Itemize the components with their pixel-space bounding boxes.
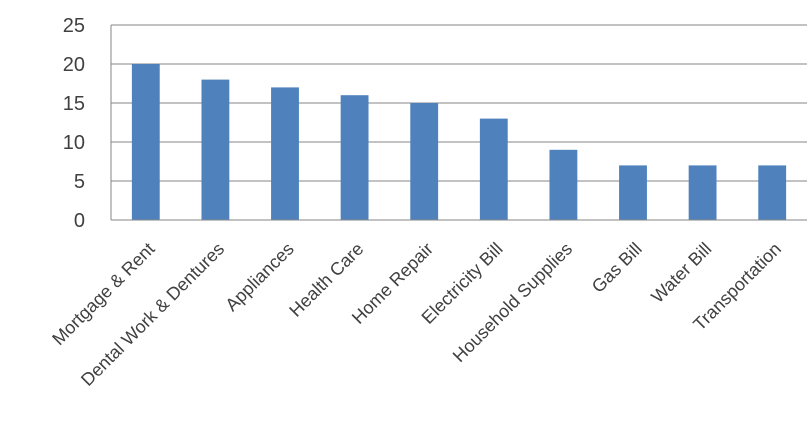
bar-8: [688, 165, 717, 220]
bar-9: [758, 165, 787, 220]
bar-3: [340, 95, 369, 220]
category-label: Gas Bill: [588, 239, 646, 297]
bar-7: [619, 165, 647, 220]
y-tick-label: 0: [74, 210, 85, 232]
y-tick-label: 25: [63, 15, 85, 37]
category-label: Water Bill: [647, 239, 715, 307]
y-tick-label: 5: [74, 171, 85, 193]
bar-2: [271, 87, 299, 221]
category-label: Household Supplies: [449, 239, 576, 366]
bar-5: [479, 118, 508, 220]
bar-4: [410, 103, 439, 220]
category-label: Appliances: [221, 239, 297, 315]
axes: [110, 25, 807, 221]
bar-6: [549, 149, 578, 220]
bar-0: [131, 64, 160, 220]
y-tick-label: 20: [63, 54, 85, 76]
y-tick-label: 15: [63, 93, 85, 115]
y-tick-labels: 0 5 10 15 20 25: [63, 15, 85, 232]
bars: [131, 64, 787, 221]
y-tick-label: 10: [63, 132, 85, 154]
category-label: Dental Work & Dentures: [77, 239, 228, 390]
bar-1: [201, 79, 230, 220]
